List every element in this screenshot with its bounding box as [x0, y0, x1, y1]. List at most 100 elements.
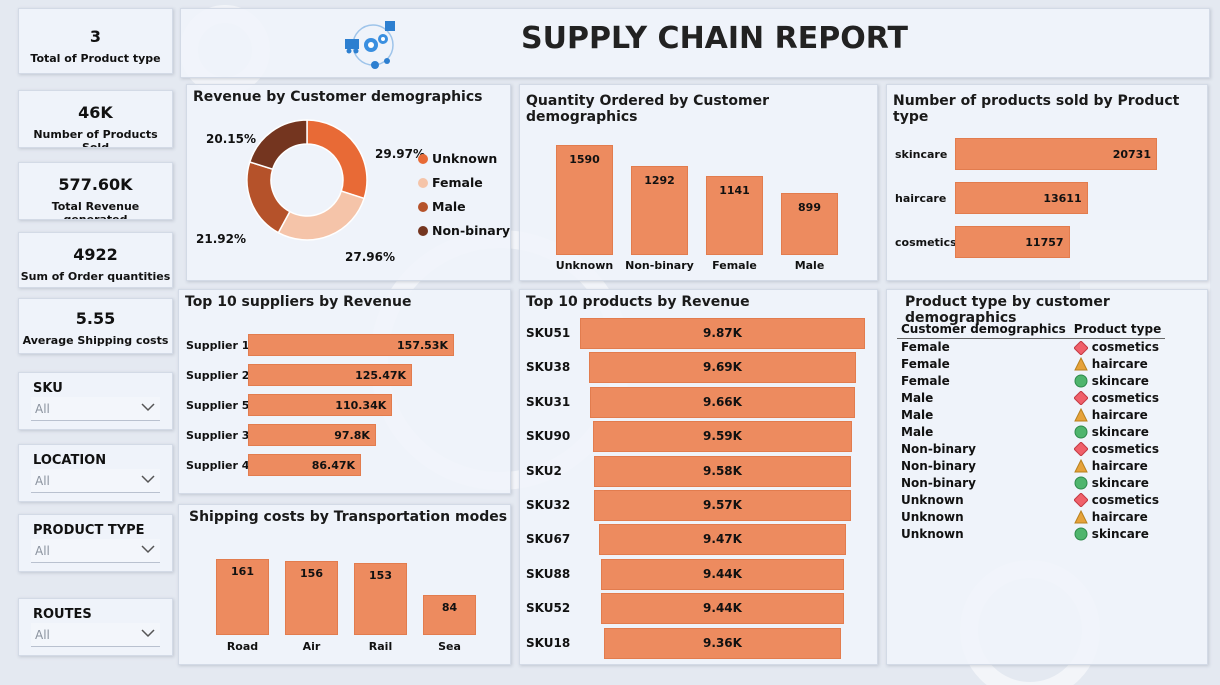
product-type-text: haircare [1091, 458, 1148, 473]
supplier-bar[interactable] [248, 364, 413, 386]
product-type-cell: cosmetics [1070, 339, 1165, 356]
shipping-mode-label: Sea [438, 640, 461, 653]
shipping-bar[interactable] [216, 559, 269, 635]
sku-dropdown[interactable]: All [31, 397, 160, 421]
product-type-label: haircare [895, 192, 947, 205]
table-row[interactable]: Non-binary cosmetics [897, 441, 1165, 458]
products-sold-bar[interactable] [955, 182, 1088, 214]
kpi-value: 3 [89, 27, 102, 46]
shipping-mode-label: Air [302, 640, 321, 653]
donut-slice-unknown[interactable] [306, 119, 368, 200]
supplier-bar[interactable] [248, 424, 376, 446]
table-row[interactable]: Male skincare [897, 424, 1165, 441]
product-bar[interactable] [580, 318, 865, 349]
legend-swatch [418, 153, 428, 164]
product-type-text: skincare [1091, 526, 1149, 541]
column-header-product-type[interactable]: Product type [1069, 320, 1166, 339]
product-bar[interactable] [600, 558, 845, 590]
chart-title: Shipping costs by Transportation modes [189, 509, 508, 525]
legend-nonbinary[interactable]: Non-binary [418, 223, 510, 238]
circle-icon [1074, 374, 1088, 388]
donut-slice-non-binary[interactable] [248, 119, 308, 171]
triangle-icon [1073, 357, 1088, 371]
table-row[interactable]: Unknown skincare [897, 526, 1165, 543]
shipping-data-label: 156 [300, 567, 323, 581]
supplier-data-label: 110.34K [335, 399, 387, 412]
kpi-products-sold: 46K Number of Products Sold [18, 90, 173, 148]
triangle-icon [1073, 459, 1088, 473]
product-bar[interactable] [599, 524, 846, 556]
donut-chart [246, 119, 368, 241]
product-bar[interactable] [600, 593, 845, 625]
shipping-data-label: 84 [441, 601, 458, 615]
table-row[interactable]: Female skincare [897, 373, 1165, 390]
product-type-cell: skincare [1070, 475, 1165, 492]
supplier-label: Supplier 4 [186, 459, 250, 472]
donut-slice-female[interactable] [277, 190, 366, 241]
table-row[interactable]: Unknown haircare [897, 509, 1165, 526]
supplier-bar[interactable] [248, 454, 362, 476]
product-bar[interactable] [590, 386, 855, 418]
product-data-label: 9.87K [703, 326, 742, 340]
quantity-bar[interactable] [781, 192, 838, 255]
slicer-title: ROUTES [33, 607, 92, 622]
donut-slice-male[interactable] [246, 161, 291, 234]
product-type-dropdown[interactable]: All [31, 539, 160, 563]
table-row[interactable]: Male cosmetics [897, 390, 1165, 407]
product-data-label: 9.57K [703, 498, 742, 512]
supplier-bar[interactable] [248, 334, 454, 356]
legend-swatch [418, 201, 428, 212]
kpi-label: Total Revenue generated [51, 200, 140, 220]
product-type-cell: cosmetics [1070, 441, 1165, 458]
table-row[interactable]: Non-binary skincare [897, 475, 1165, 492]
products-sold-bar[interactable] [955, 226, 1070, 258]
legend-swatch [418, 177, 428, 188]
product-bar[interactable] [594, 490, 851, 521]
table-row[interactable]: Female cosmetics [897, 339, 1165, 356]
products-sold-data-label: 13611 [1043, 192, 1082, 205]
product-bar[interactable] [588, 352, 857, 384]
column-header-demographics[interactable]: Customer demographics [897, 320, 1070, 339]
products-sold-plot: skincare 20731 haircare 13611 cosmetics 11757 [887, 85, 1207, 280]
product-bar[interactable] [593, 421, 852, 453]
shipping-data-label: 161 [231, 565, 254, 578]
quantity-bar[interactable] [631, 165, 688, 255]
legend-male[interactable]: Male [418, 199, 466, 214]
top-suppliers-chart: Top 10 suppliers by Revenue Supplier 1 15… [178, 289, 511, 494]
triangle-icon [1073, 408, 1088, 422]
supplier-data-label: 97.8K [334, 429, 370, 442]
slicer-location: LOCATION All [18, 444, 173, 502]
shipping-bar[interactable] [285, 561, 338, 635]
kpi-label: Total of Product type [30, 52, 161, 65]
shipping-bar[interactable] [423, 595, 476, 635]
product-type-text: haircare [1091, 509, 1148, 524]
product-type-text: skincare [1091, 424, 1149, 439]
supplier-data-label: 157.53K [397, 339, 448, 352]
supplier-bar[interactable] [248, 394, 393, 416]
shipping-bar[interactable] [354, 562, 407, 635]
legend-female[interactable]: Female [418, 175, 483, 190]
suppliers-plot: Supplier 1 157.53K Supplier 2 125.47K Suppli… [179, 290, 510, 493]
product-data-label: 9.58K [703, 463, 742, 478]
legend-unknown[interactable]: Unknown [418, 151, 497, 166]
table-row[interactable]: Female haircare [897, 356, 1165, 373]
location-dropdown[interactable]: All [31, 469, 160, 493]
product-type-cell: cosmetics [1070, 390, 1165, 407]
shipping-mode-label: Rail [368, 640, 393, 653]
top-products-chart: Top 10 products by Revenue SKU51 9.87K SKU… [519, 289, 878, 665]
diamond-icon [1073, 391, 1088, 406]
quantity-bar[interactable] [556, 145, 613, 255]
table-row[interactable]: Unknown cosmetics [897, 492, 1165, 509]
quantity-bar[interactable] [706, 176, 763, 255]
product-type-text: cosmetics [1091, 441, 1160, 456]
products-sold-bar[interactable] [955, 138, 1157, 170]
product-bar[interactable] [593, 455, 852, 487]
slicer-product-type: PRODUCT TYPE All [18, 514, 173, 572]
routes-dropdown[interactable]: All [31, 623, 160, 647]
shipping-plot: 161 Road 156 Air 153 Rail 84 Sea [179, 505, 510, 664]
table-row[interactable]: Non-binary haircare [897, 458, 1165, 475]
supplier-data-label: 86.47K [311, 459, 356, 472]
product-bar[interactable] [604, 627, 841, 659]
kpi-value: 5.55 [75, 309, 116, 328]
table-row[interactable]: Male haircare [897, 407, 1165, 424]
